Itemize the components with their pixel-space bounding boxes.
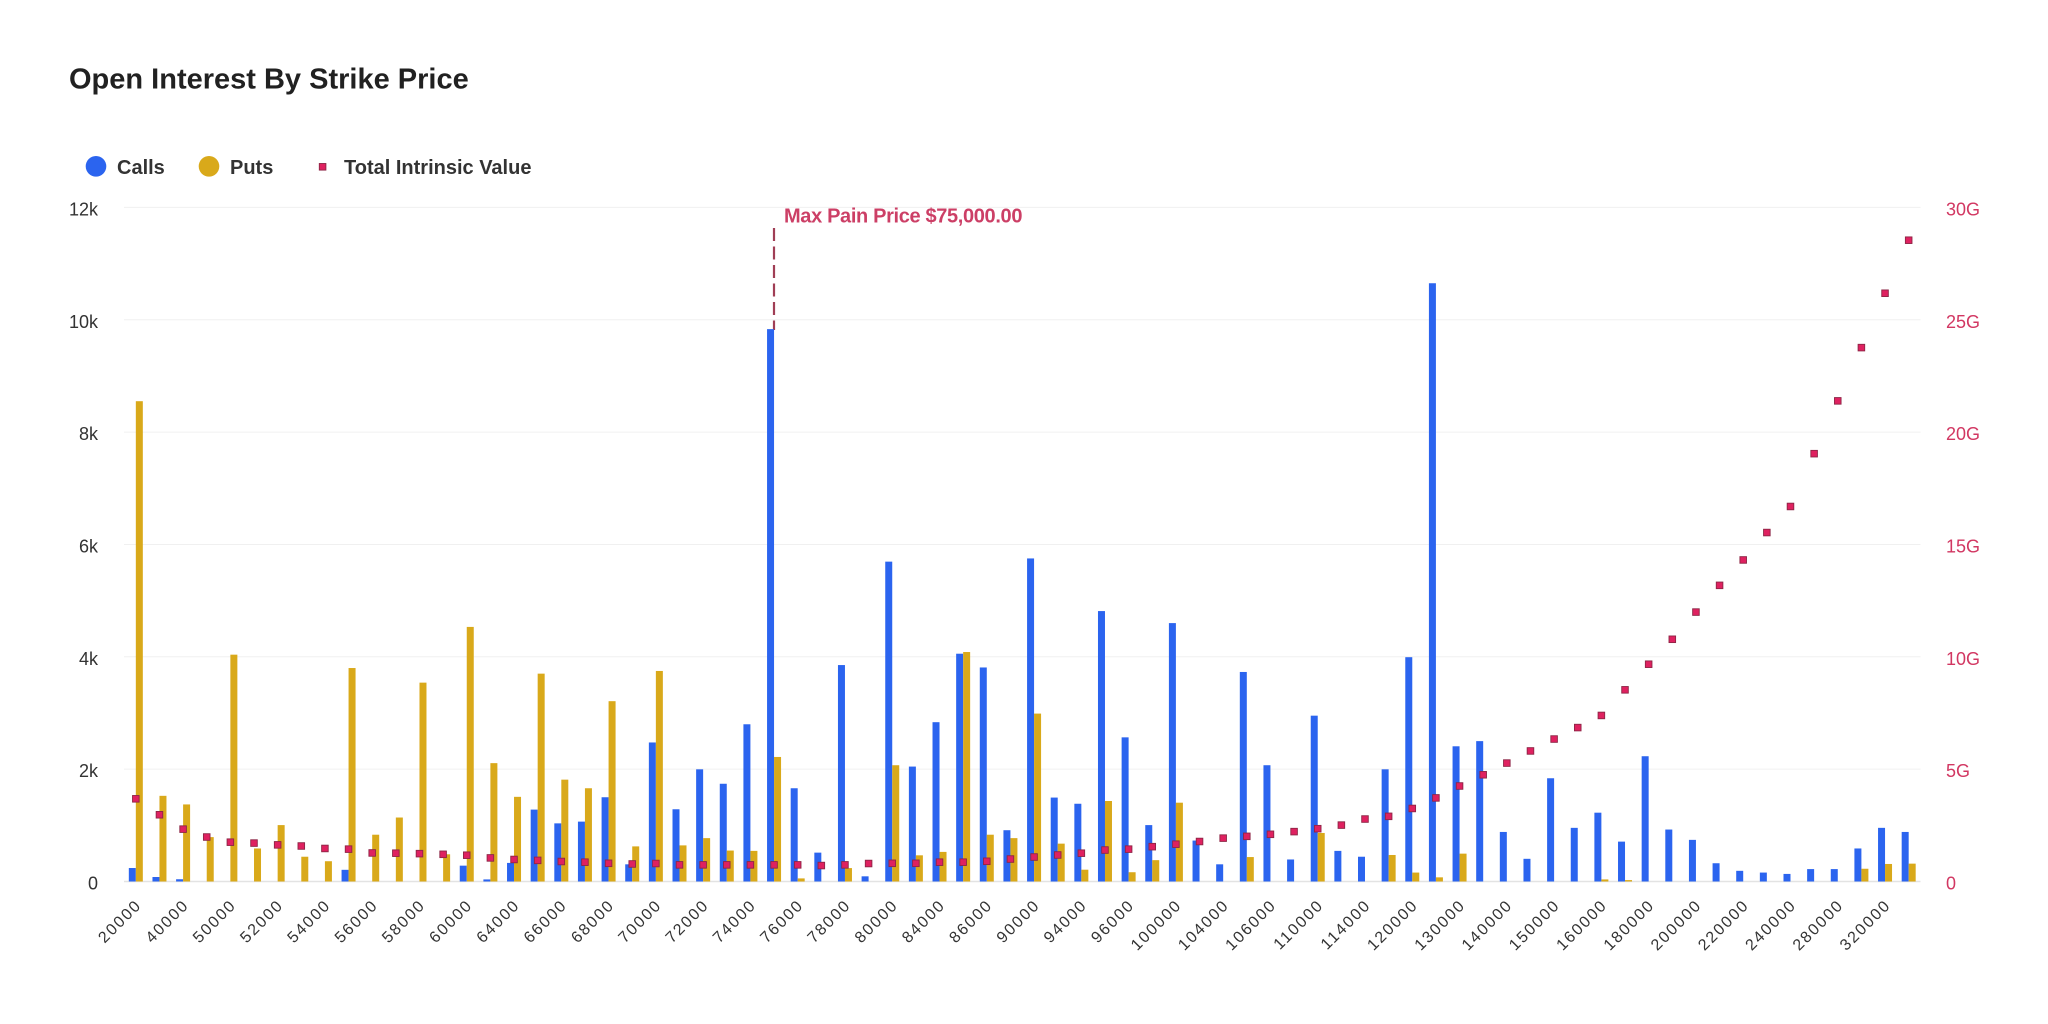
svg-text:20G: 20G: [1946, 424, 1980, 444]
svg-text:5G: 5G: [1946, 761, 1970, 781]
svg-text:6k: 6k: [79, 537, 99, 557]
svg-text:Total Intrinsic Value: Total Intrinsic Value: [344, 157, 531, 179]
svg-text:0: 0: [1946, 874, 1956, 894]
svg-text:Puts: Puts: [230, 157, 273, 179]
svg-text:12k: 12k: [69, 199, 99, 219]
svg-text:4k: 4k: [79, 649, 99, 669]
svg-text:Max Pain Price $75,000.00: Max Pain Price $75,000.00: [784, 206, 1022, 228]
svg-text:25G: 25G: [1946, 312, 1980, 332]
svg-text:Calls: Calls: [117, 157, 165, 179]
svg-text:0: 0: [88, 874, 98, 894]
svg-text:10k: 10k: [69, 312, 99, 332]
svg-text:8k: 8k: [79, 424, 99, 444]
svg-text:10G: 10G: [1946, 649, 1980, 669]
svg-text:2k: 2k: [79, 761, 99, 781]
svg-text:30G: 30G: [1946, 199, 1980, 219]
svg-text:Open Interest By Strike Price: Open Interest By Strike Price: [69, 64, 469, 96]
svg-text:15G: 15G: [1946, 537, 1980, 557]
